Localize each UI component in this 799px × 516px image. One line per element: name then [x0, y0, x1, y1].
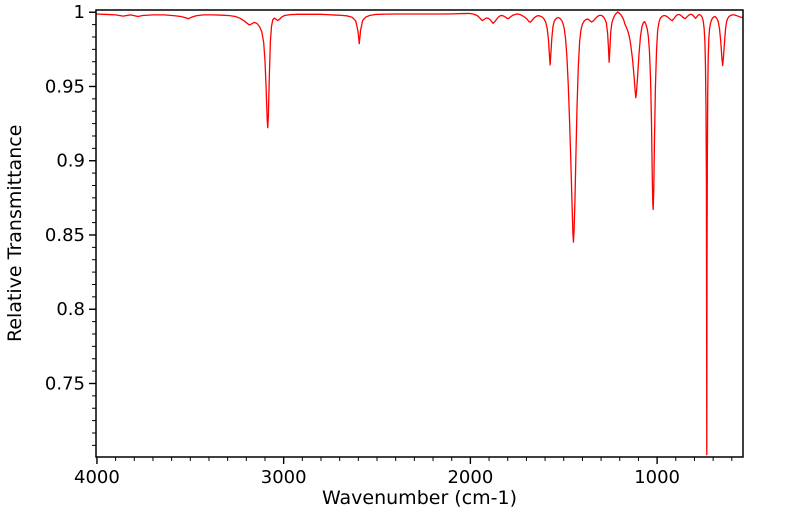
- y-axis-label: Relative Transmittance: [4, 124, 26, 343]
- x-tick-label: 2000: [447, 467, 493, 488]
- x-tick-label: 4000: [74, 467, 120, 488]
- x-tick-label: 1000: [634, 467, 680, 488]
- plot-frame: [95, 9, 744, 458]
- x-axis-label: Wavenumber (cm-1): [321, 487, 518, 509]
- y-tick-label: 0.95: [45, 76, 85, 97]
- spectrum-line: [96, 11, 743, 456]
- y-tick-label: 1: [74, 2, 85, 23]
- y-tick-label: 0.75: [45, 373, 85, 394]
- y-tick-label: 0.9: [56, 151, 85, 172]
- y-tick-label: 0.8: [56, 299, 85, 320]
- x-tick-label: 3000: [261, 467, 307, 488]
- y-tick-label: 0.85: [45, 225, 85, 246]
